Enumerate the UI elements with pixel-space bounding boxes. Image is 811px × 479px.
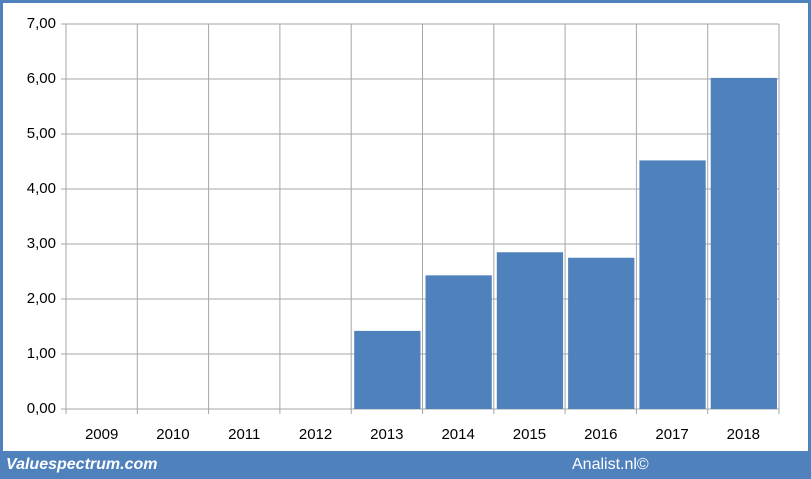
x-tick-label: 2018 <box>727 426 760 443</box>
bar <box>639 160 706 409</box>
x-tick-label: 2017 <box>655 426 688 443</box>
y-tick-label: 6,00 <box>27 70 56 87</box>
bar <box>568 257 635 409</box>
x-tick-label: 2016 <box>584 426 617 443</box>
x-tick-label: 2015 <box>513 426 546 443</box>
footer-credit: Analist.nl© <box>572 456 649 473</box>
x-tick-label: 2009 <box>85 426 118 443</box>
y-tick-label: 5,00 <box>27 125 56 142</box>
y-tick-label: 1,00 <box>27 345 56 362</box>
y-tick-label: 4,00 <box>27 180 56 197</box>
y-tick-label: 0,00 <box>27 400 56 417</box>
x-tick-label: 2011 <box>228 426 260 443</box>
x-tick-label: 2014 <box>441 426 474 443</box>
bar <box>710 77 777 410</box>
bar <box>354 330 421 409</box>
bar <box>425 275 492 409</box>
x-tick-label: 2012 <box>299 426 332 443</box>
y-tick-label: 7,00 <box>27 15 56 32</box>
y-tick-label: 3,00 <box>27 235 56 252</box>
footer-site: Valuespectrum.com <box>6 456 157 473</box>
x-tick-label: 2010 <box>156 426 189 443</box>
x-tick-label: 2013 <box>370 426 403 443</box>
y-tick-label: 2,00 <box>27 290 56 307</box>
bar <box>496 252 564 409</box>
